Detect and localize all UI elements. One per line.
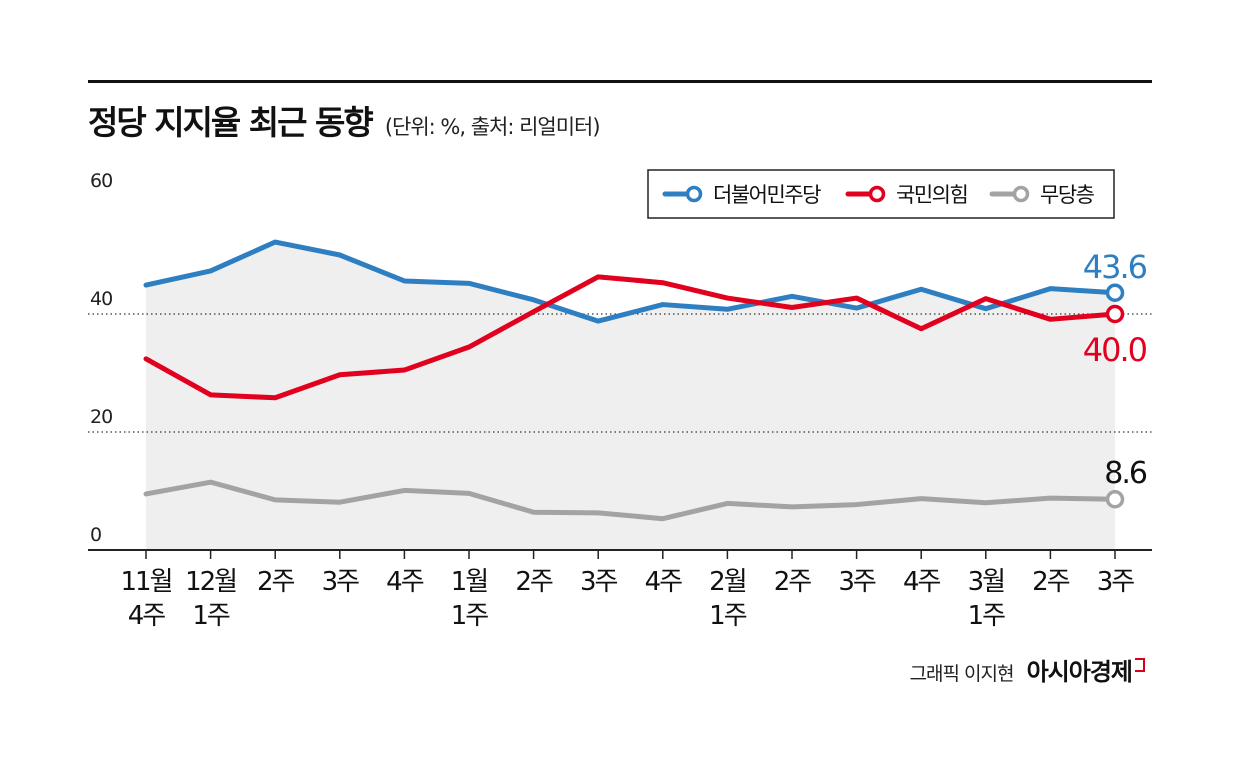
top-rule <box>88 80 1152 83</box>
series-line-2 <box>143 479 1118 522</box>
x-tick-label: 3주 <box>1097 567 1135 597</box>
legend-swatch-marker-2 <box>1012 185 1030 203</box>
y-tick-label: 20 <box>90 406 112 428</box>
end-value-label-0: 43.6 <box>1083 248 1147 286</box>
x-tick-label: 2주 <box>257 567 295 597</box>
y-tick-label: 0 <box>90 524 101 546</box>
legend-swatch-marker-1 <box>868 185 886 203</box>
x-tick-label: 4주 <box>645 567 683 597</box>
chart-subtitle: (단위: %, 출처: 리얼미터) <box>384 115 601 139</box>
series-line-0 <box>143 239 1118 324</box>
area-fill <box>146 242 1115 550</box>
end-marker-0 <box>1105 283 1125 303</box>
x-tick-label: 4주 <box>128 601 166 631</box>
credit-text: 그래픽 이지현 <box>909 663 1015 685</box>
x-tick-label: 4주 <box>903 567 941 597</box>
end-marker-1 <box>1105 304 1125 324</box>
x-tick-label: 3월 <box>968 567 1005 597</box>
legend-label-0: 더불어민주당 <box>713 183 821 207</box>
x-tick-label: 2주 <box>515 567 553 597</box>
x-tick-label: 4주 <box>386 567 424 597</box>
x-tick-label: 3주 <box>580 567 618 597</box>
series-line-1 <box>143 274 1118 401</box>
y-tick-label: 60 <box>90 170 112 192</box>
chart-title: 정당 지지율 최근 동향 <box>88 103 374 142</box>
x-tick-label: 1월 <box>451 567 488 597</box>
publisher-logo: 아시아경제 <box>1026 658 1133 686</box>
end-value-label-2: 8.6 <box>1104 456 1147 491</box>
header: 정당 지지율 최근 동향 (단위: %, 출처: 리얼미터) <box>88 96 601 144</box>
x-tick-label: 1주 <box>709 601 747 631</box>
legend-swatch-marker-0 <box>685 185 703 203</box>
x-tick-label: 1주 <box>192 601 230 631</box>
credit: 그래픽 이지현 아시아경제 <box>910 652 1145 687</box>
x-tick-label: 3주 <box>838 567 876 597</box>
x-tick-label: 1주 <box>451 601 489 631</box>
x-tick-label: 12월 <box>185 567 236 597</box>
x-tick-label: 2주 <box>774 567 812 597</box>
end-marker-2 <box>1105 490 1125 509</box>
x-tick-label: 2월 <box>709 567 746 597</box>
x-tick-label: 1주 <box>968 601 1006 631</box>
legend-label-2: 무당층 <box>1040 183 1095 207</box>
x-tick-label: 2주 <box>1032 567 1070 597</box>
x-tick-label: 3주 <box>322 567 360 597</box>
end-value-label-1: 40.0 <box>1083 331 1147 369</box>
x-tick-label: 11월 <box>120 567 171 597</box>
y-tick-label: 40 <box>90 288 112 310</box>
legend-label-1: 국민의힘 <box>896 183 967 207</box>
logo-mark-icon <box>1135 658 1145 672</box>
